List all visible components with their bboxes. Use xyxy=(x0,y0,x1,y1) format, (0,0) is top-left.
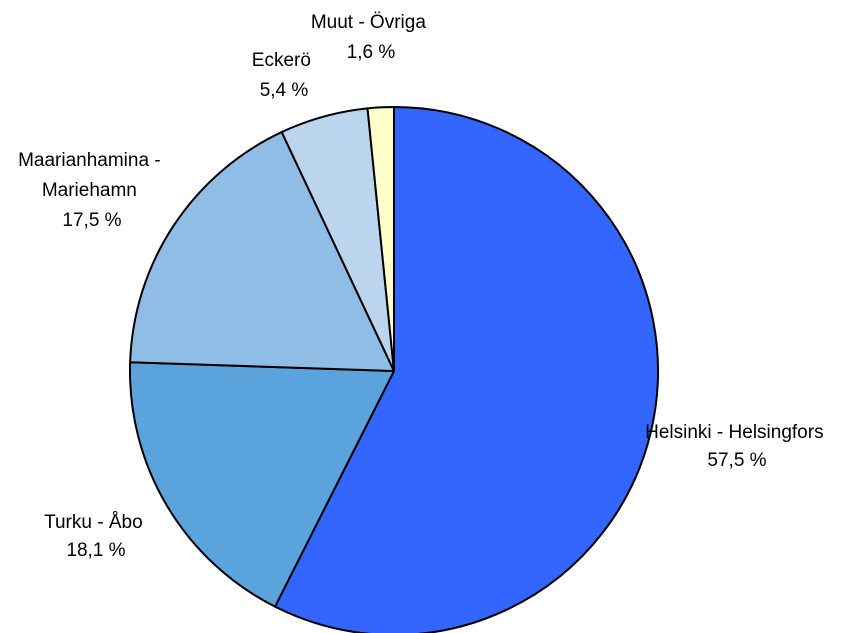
label-maarianhamina-name-line2: Mariehamn xyxy=(42,180,137,201)
pie-slice-turku xyxy=(129,361,395,608)
label-maarianhamina-name-line1: Maarianhamina - xyxy=(18,150,161,171)
label-helsinki-value: 57,5 % xyxy=(707,450,766,471)
label-eckero: Eckerö 5,4 % xyxy=(252,50,316,101)
label-muut: Muut - Övriga 1,6 % xyxy=(311,12,431,63)
label-eckero-name: Eckerö xyxy=(252,50,311,71)
label-eckero-value: 5,4 % xyxy=(260,80,309,101)
pie-slice-maarianhamina xyxy=(129,131,395,372)
label-turku-name: Turku - Åbo xyxy=(44,512,143,533)
pie-slice-helsinki xyxy=(274,106,659,633)
label-muut-value: 1,6 % xyxy=(347,42,396,63)
label-maarianhamina-value: 17,5 % xyxy=(62,210,121,231)
pie-slice-muut xyxy=(366,106,395,372)
label-helsinki-name: Helsinki - Helsingfors xyxy=(645,422,823,443)
label-helsinki: Helsinki - Helsingfors 57,5 % xyxy=(645,422,829,471)
label-turku: Turku - Åbo 18,1 % xyxy=(44,512,148,561)
label-maarianhamina: Maarianhamina - Mariehamn 17,5 % xyxy=(18,150,166,231)
label-turku-value: 18,1 % xyxy=(66,540,125,561)
pie-slices xyxy=(129,106,659,633)
label-muut-name: Muut - Övriga xyxy=(311,12,427,33)
